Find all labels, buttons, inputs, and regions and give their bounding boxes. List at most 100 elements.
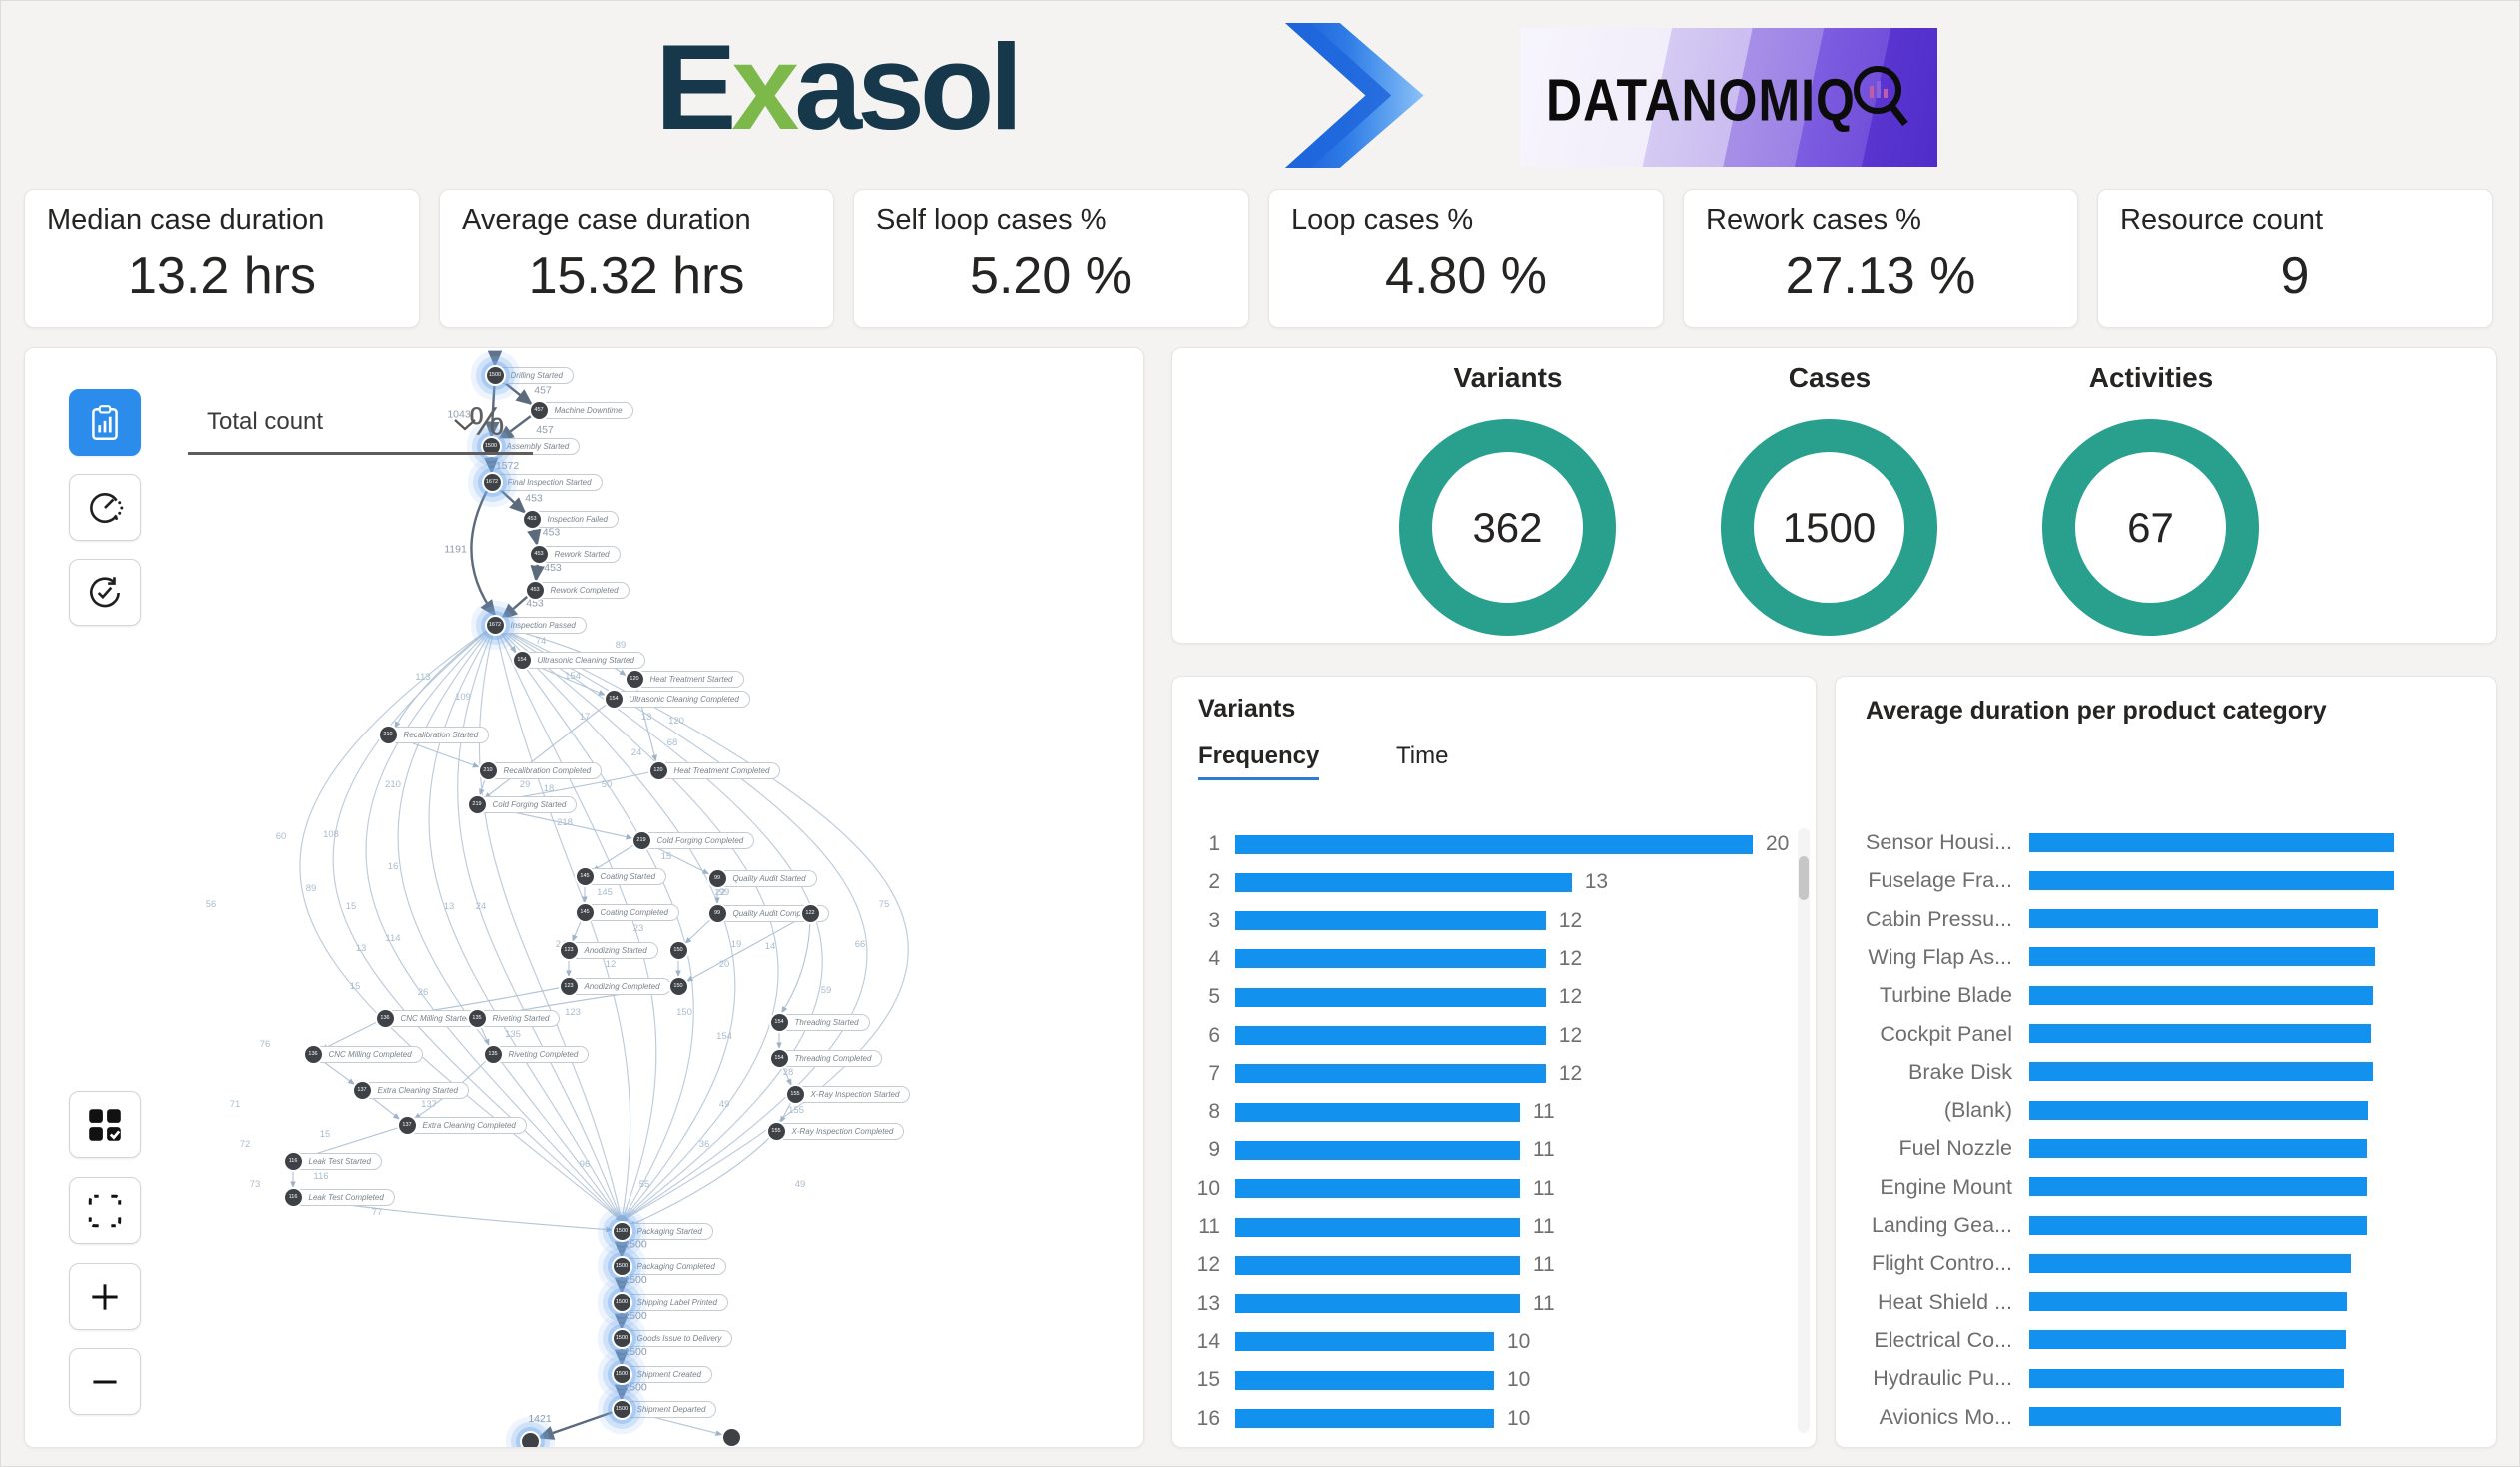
product-duration-bar[interactable]: [2029, 1215, 2367, 1235]
metric-dropdown[interactable]: Total count: [207, 408, 324, 435]
chevron-down-icon[interactable]: [453, 418, 477, 432]
variant-value-label: 11: [1532, 1138, 1555, 1162]
svg-text:29: 29: [520, 779, 531, 790]
svg-text:137: 137: [421, 1099, 437, 1110]
frequency-view-button[interactable]: [69, 389, 141, 456]
product-duration-bar[interactable]: [2029, 870, 2394, 890]
svg-text:218: 218: [557, 817, 573, 828]
activity-count-badge: 155: [767, 1122, 785, 1140]
kpi-value: 4.80 %: [1385, 247, 1547, 305]
product-category-label: Landing Gea...: [1871, 1213, 2012, 1237]
product-panel-title: Average duration per product category: [1866, 697, 2327, 725]
product-duration-bar[interactable]: [2029, 832, 2394, 852]
variant-bar[interactable]: [1235, 1026, 1546, 1045]
activity-label: Threading Completed: [772, 1049, 883, 1067]
fit-screen-button[interactable]: [69, 1177, 141, 1244]
activity-label: Inspection Passed: [488, 616, 587, 634]
product-duration-bar[interactable]: [2029, 909, 2378, 929]
svg-text:55: 55: [639, 1179, 650, 1190]
tab-time[interactable]: Time: [1396, 742, 1449, 769]
activity-count-badge: [521, 1432, 539, 1447]
variant-bar[interactable]: [1235, 911, 1546, 931]
product-duration-bar[interactable]: [2029, 1330, 2346, 1350]
product-duration-bar[interactable]: [2029, 947, 2376, 967]
svg-text:17: 17: [580, 712, 591, 723]
variants-scrollbar[interactable]: [1798, 828, 1810, 1433]
variant-rank-label: 16: [1196, 1406, 1220, 1430]
variant-rank-label: 5: [1208, 985, 1220, 1009]
variant-bar[interactable]: [1235, 1064, 1546, 1084]
svg-text:50: 50: [602, 779, 613, 790]
product-duration-bar[interactable]: [2029, 1368, 2344, 1388]
activity-label: Final Inspection Started: [485, 473, 603, 491]
zoom-out-button[interactable]: [69, 1348, 141, 1415]
svg-text:26: 26: [418, 987, 429, 998]
svg-text:24: 24: [476, 901, 487, 912]
svg-text:49: 49: [719, 1099, 730, 1110]
product-duration-bar[interactable]: [2029, 1177, 2367, 1197]
svg-text:453: 453: [544, 562, 562, 574]
activity-label: Heat Treatment Completed: [651, 761, 781, 779]
activity-count-badge: 136: [376, 1009, 394, 1027]
variants-panel: Variants Frequency Time 1 20 2 13 3 12 4 12 5 12 6…: [1171, 676, 1817, 1448]
product-duration-bar[interactable]: [2029, 985, 2373, 1005]
chart-clipboard-icon: [92, 404, 118, 440]
svg-text:23: 23: [633, 923, 644, 934]
product-duration-bar[interactable]: [2029, 1407, 2342, 1426]
activity-count-badge: 99: [708, 904, 726, 922]
product-duration-bar[interactable]: [2029, 1024, 2371, 1043]
product-category-label: Fuel Nozzle: [1898, 1136, 2012, 1161]
tab-frequency[interactable]: Frequency: [1198, 742, 1320, 780]
refresh-check-button[interactable]: [69, 559, 141, 626]
variant-bar[interactable]: [1235, 1370, 1494, 1390]
activity-count-badge: 1500: [613, 1293, 630, 1311]
variant-bar[interactable]: [1235, 1255, 1520, 1275]
product-category-label: Brake Disk: [1908, 1059, 2012, 1084]
grid-check-icon: [89, 1108, 121, 1141]
product-category-label: Sensor Housi...: [1866, 830, 2012, 854]
variant-bar[interactable]: [1235, 1409, 1494, 1428]
product-duration-bar[interactable]: [2029, 1292, 2347, 1312]
variant-value-label: 11: [1532, 1100, 1555, 1124]
svg-text:1500: 1500: [624, 1310, 647, 1322]
variant-bar[interactable]: [1235, 872, 1572, 892]
zoom-in-button[interactable]: [69, 1263, 141, 1330]
dropdown-underline: [188, 452, 533, 455]
variant-bar[interactable]: [1235, 987, 1546, 1007]
svg-text:154: 154: [716, 1031, 732, 1042]
variant-bar[interactable]: [1235, 1332, 1494, 1352]
variant-bar[interactable]: [1235, 949, 1546, 969]
variant-bar[interactable]: [1235, 1102, 1520, 1122]
svg-text:1500: 1500: [624, 1346, 647, 1358]
activity-label: Coating Started: [578, 867, 667, 885]
variant-value-label: 10: [1507, 1406, 1531, 1430]
svg-text:74: 74: [536, 636, 547, 647]
variant-bar[interactable]: [1235, 1140, 1520, 1160]
variant-bar[interactable]: [1235, 1179, 1520, 1199]
activity-count-badge: 150: [669, 941, 687, 959]
activity-label: Packaging Completed: [615, 1257, 726, 1275]
svg-text:108: 108: [323, 829, 339, 840]
activity-count-badge: 210: [379, 726, 397, 743]
variant-rank-label: 9: [1208, 1138, 1220, 1162]
product-duration-bar[interactable]: [2029, 1062, 2373, 1082]
layout-grid-button[interactable]: [69, 1091, 141, 1158]
variant-bar[interactable]: [1235, 1294, 1520, 1314]
variants-scrollbar-thumb[interactable]: [1799, 856, 1809, 900]
svg-text:96: 96: [580, 1159, 591, 1170]
product-duration-panel: Average duration per product category Se…: [1835, 676, 2497, 1448]
activity-label: Recalibration Started: [381, 726, 490, 743]
activity-count-badge: 145: [576, 903, 594, 921]
svg-text:13: 13: [444, 901, 455, 912]
product-duration-bar[interactable]: [2029, 1138, 2367, 1158]
variant-bar[interactable]: [1235, 834, 1753, 854]
activity-count-badge: 150: [669, 977, 687, 995]
performance-view-button[interactable]: [69, 474, 141, 541]
product-duration-bar[interactable]: [2029, 1100, 2369, 1120]
product-duration-bar[interactable]: [2029, 1253, 2351, 1273]
activity-label: Leak Test Completed: [286, 1188, 395, 1206]
activity-label: Ultrasonic Cleaning Completed: [607, 690, 750, 708]
svg-text:19: 19: [731, 939, 742, 950]
variant-bar[interactable]: [1235, 1217, 1520, 1237]
kpi-label: Loop cases %: [1291, 204, 1474, 236]
